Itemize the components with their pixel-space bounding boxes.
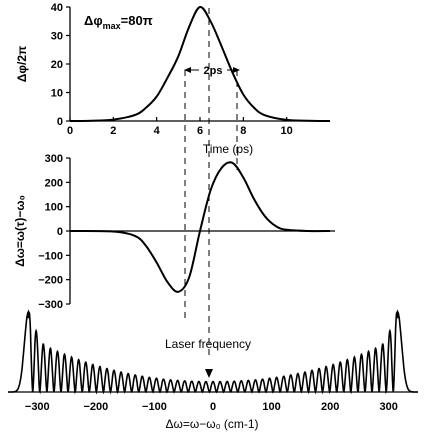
phase-curve	[69, 6, 331, 122]
frequency-y-tick-label: −300	[38, 299, 63, 311]
frequency-y-tick-label: 200	[45, 177, 63, 189]
frequency-y-label: Δω=ω(τ)−ω₀	[13, 195, 27, 267]
time-x-label: Time (ps)	[203, 142, 253, 156]
phase-x-tick-label: 10	[281, 125, 293, 137]
phase-x-tick-label: 8	[240, 125, 246, 137]
guide-lines	[184, 8, 238, 355]
pulse-width-arrowhead-left	[184, 67, 191, 73]
spectrum-x-tick-label: −100	[142, 401, 167, 413]
phase-y-tick-label: 20	[51, 59, 63, 71]
frequency-y-tick-label: −100	[38, 250, 63, 262]
phase-x-tick-label: 0	[67, 125, 73, 137]
phase-y-tick-label: 10	[51, 88, 63, 100]
laser-frequency-label: Laser frequency	[165, 337, 251, 351]
laser-frequency-arrowhead	[205, 369, 213, 378]
frequency-panel: 300 200 100 0 −100 −200 −300 Δω=ω(τ)−ω₀	[13, 153, 335, 311]
spectrum-panel: −300 −200 −100 0 100 200 300 Laser frequency Δ…	[8, 309, 418, 431]
phase-y-tick-label: 40	[51, 2, 63, 14]
spectrum-curve	[8, 309, 418, 395]
frequency-curve	[69, 161, 331, 293]
pulse-width-label: 2ps	[204, 65, 223, 77]
phase-y-label: Δφ/2π	[15, 46, 29, 82]
phase-x-tick-label: 4	[154, 125, 161, 137]
phase-y-tick-label: 0	[57, 116, 63, 128]
spectrum-x-tick-label: 0	[210, 401, 216, 413]
phase-x-tick-label: 2	[110, 125, 116, 137]
frequency-y-tick-label: 300	[45, 153, 63, 165]
frequency-y-tick-label: −200	[38, 275, 63, 287]
phase-x-tick-label: 6	[197, 125, 203, 137]
spectrum-x-label: Δω=ω−ω₀ (cm-1)	[165, 417, 258, 431]
frequency-y-tick-label: 100	[45, 202, 63, 214]
spectrum-x-tick-label: −300	[25, 401, 50, 413]
phase-panel: 0 10 20 30 40 0 2 4 6 8 10 Δφmax=80π Δφ/2π 2ps Ti…	[15, 2, 331, 156]
phase-y-tick-label: 30	[51, 31, 63, 43]
phase-annotation: Δφmax=80π	[84, 13, 153, 31]
spectrum-x-tick-label: −200	[83, 401, 108, 413]
spectrum-x-tick-label: 100	[262, 401, 280, 413]
spectrum-x-tick-label: 200	[321, 401, 339, 413]
spectrum-x-tick-label: 300	[380, 401, 398, 413]
frequency-y-tick-label: 0	[57, 226, 63, 238]
